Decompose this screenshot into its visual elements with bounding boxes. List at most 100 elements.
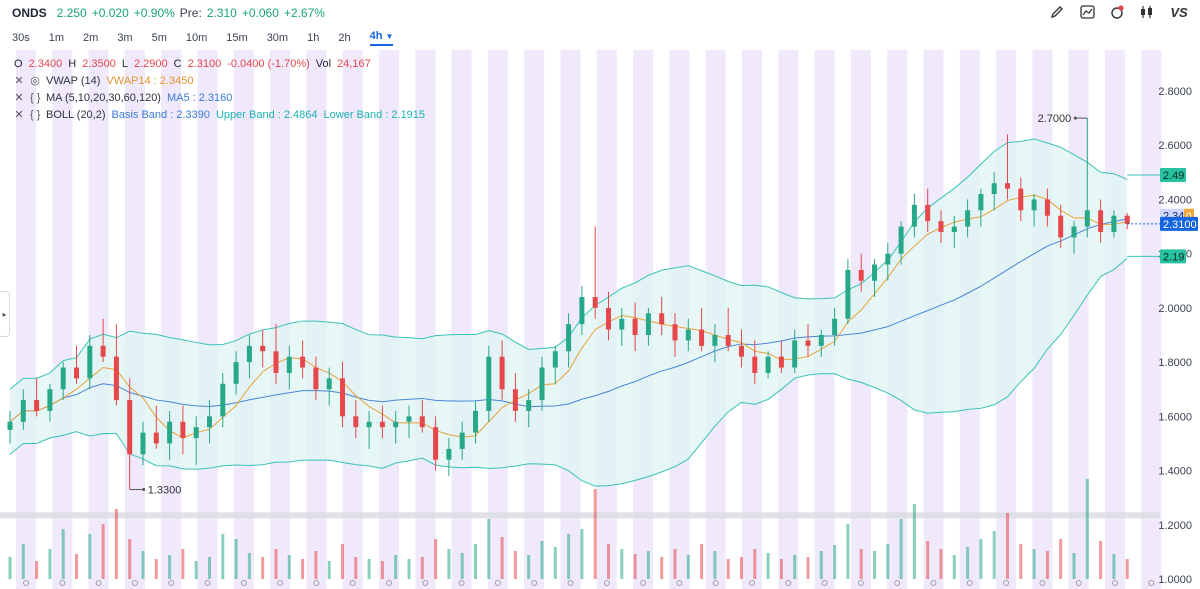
candle-body [233, 362, 239, 384]
ma-name[interactable]: MA (5,10,20,30,60,120) [46, 92, 161, 104]
price-chart[interactable]: 2.70001.33002.80002.60002.40002.20002.00… [0, 50, 1200, 589]
volume-bar [420, 557, 424, 579]
timeframe-15m[interactable]: 15m [226, 32, 248, 44]
boll-basis-value: Basis Band : 2.3390 [111, 109, 210, 121]
session-stripe [233, 50, 254, 589]
event-sun-icon [858, 580, 864, 586]
timeframe-5m[interactable]: 5m [151, 32, 167, 44]
ma-legend-row: ✕ { } MA (5,10,20,30,60,120) MA5 : 2.316… [14, 90, 425, 107]
volume-bar [314, 551, 318, 579]
candle-body [340, 378, 345, 417]
candle-body [938, 221, 944, 232]
volume-bar [48, 549, 52, 579]
volume-bar [979, 539, 983, 579]
candle-body [858, 269, 864, 281]
candle-body [592, 297, 598, 308]
volume-bar [234, 539, 238, 579]
volume-bar [952, 555, 956, 579]
volume-bar [700, 544, 704, 579]
y-axis-tick-label: 1.0000 [1158, 574, 1192, 586]
candle-body [167, 421, 173, 444]
boll-name[interactable]: BOLL (20,2) [46, 109, 106, 121]
candle-body [1018, 188, 1024, 211]
volume-bar [274, 549, 278, 579]
timeframe-4h[interactable]: 4h ▼ [369, 30, 394, 46]
candle-body [113, 356, 119, 401]
volume-bar [1045, 551, 1049, 579]
close-value: 2.3100 [187, 58, 222, 70]
timeframe-1m[interactable]: 1m [48, 32, 65, 44]
candle-body [872, 264, 877, 281]
volume-bar [434, 539, 438, 579]
event-sun-icon [23, 580, 29, 586]
eye-icon[interactable]: ◎ [30, 75, 40, 87]
event-sun-icon [821, 580, 828, 586]
candle-body [951, 226, 957, 232]
y-axis-tick-label: 2.0000 [1158, 303, 1192, 315]
timeframe-1h[interactable]: 1h [307, 32, 320, 44]
candle-body [353, 416, 359, 428]
y-axis-tick-label: 2.4000 [1158, 194, 1192, 206]
candle-body [606, 307, 611, 330]
candle-body [539, 367, 545, 401]
volume-bar [567, 534, 571, 579]
symbol-label[interactable]: ONDS [12, 6, 47, 20]
volume-bar [926, 541, 930, 579]
timeframe-4h-label: 4h [369, 30, 383, 42]
candle-body [220, 383, 226, 417]
vs-compare-icon[interactable]: VS [1170, 4, 1188, 20]
candle-body [1098, 210, 1104, 232]
volume-bar [301, 559, 305, 579]
indicator-badge-icon[interactable] [1108, 3, 1126, 21]
volume-bar [327, 561, 331, 579]
volume-bar [181, 549, 185, 579]
event-sun-icon [1075, 580, 1082, 586]
close-label: C [173, 58, 182, 70]
timeframe-30m[interactable]: 30m [266, 32, 289, 44]
candle-body [379, 421, 385, 428]
close-icon[interactable]: ✕ [14, 109, 24, 121]
vwap-legend-row: ✕ ◎ VWAP (14) VWAP14 : 2.3450 [14, 73, 425, 90]
volume-bar [75, 554, 78, 579]
pencil-icon[interactable] [1048, 3, 1066, 21]
settings-braces-icon[interactable]: { } [30, 92, 41, 104]
candle-body [991, 183, 997, 195]
event-sun-icon [640, 580, 646, 586]
volume-bar [1099, 541, 1103, 579]
timeframe-2m[interactable]: 2m [83, 32, 99, 44]
candlestick-icon[interactable] [1138, 3, 1156, 21]
timeframe-30s[interactable]: 30s [12, 32, 30, 44]
timeframe-10m[interactable]: 10m [185, 32, 208, 44]
candle-body [566, 324, 572, 352]
volume-bar [380, 561, 384, 579]
candle-body [1058, 215, 1064, 238]
candle-body [1005, 183, 1010, 189]
session-stripe [16, 50, 36, 589]
y-axis-tick-label: 2.6000 [1158, 140, 1192, 152]
event-sun-icon [131, 580, 138, 586]
candle-body [672, 324, 678, 341]
y-axis-tick-label: 1.6000 [1158, 411, 1192, 423]
timeframe-3m[interactable]: 3m [117, 32, 133, 44]
event-sun-icon [277, 580, 284, 586]
volume-bar [474, 544, 477, 579]
candle-body [512, 389, 518, 411]
candle-body [127, 400, 133, 455]
vwap-name[interactable]: VWAP (14) [46, 75, 101, 87]
candle-body [300, 356, 306, 368]
candle-body [552, 351, 558, 368]
candle-body [645, 313, 651, 335]
timeframe-2h[interactable]: 2h [338, 32, 351, 44]
candle-body [47, 389, 53, 411]
settings-braces-icon[interactable]: { } [30, 109, 41, 121]
close-icon[interactable]: ✕ [14, 75, 24, 87]
close-icon[interactable]: ✕ [14, 92, 24, 104]
chart-line-icon[interactable] [1078, 3, 1096, 21]
event-sun-icon [458, 580, 465, 586]
candle-body [619, 318, 625, 330]
volume-bar [354, 557, 358, 579]
lower-band-tag-bg [1160, 249, 1186, 264]
volume-bar [686, 555, 690, 579]
chart-area[interactable]: 2.70001.33002.80002.60002.40002.20002.00… [0, 50, 1200, 589]
side-panel-handle[interactable]: ▸ [0, 291, 10, 337]
